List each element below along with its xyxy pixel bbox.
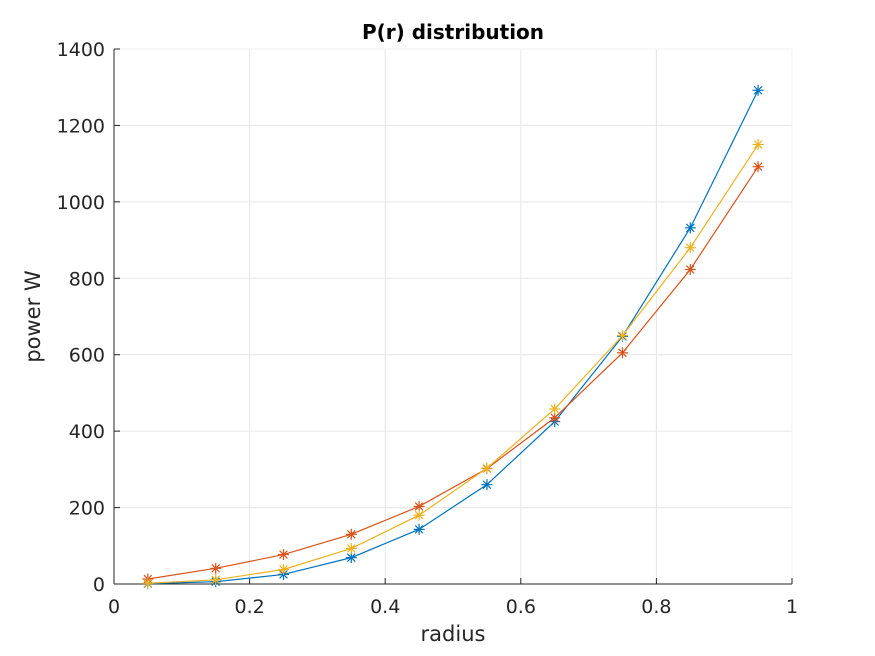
x-axis-label: radius <box>421 622 486 646</box>
series-2-point <box>752 161 764 173</box>
series-3-point <box>549 403 561 415</box>
series-3-point <box>278 563 289 575</box>
series-3-point <box>617 330 628 342</box>
x-tick-label: 0.4 <box>370 596 400 618</box>
series-2-point <box>210 562 222 574</box>
series-1-point <box>413 523 425 535</box>
series-layer <box>142 84 764 590</box>
x-tick-label: 0.2 <box>234 596 264 618</box>
y-tick-label: 600 <box>69 345 105 367</box>
series-3-point <box>345 542 357 554</box>
series-1-point <box>752 84 764 96</box>
series-3 <box>142 139 764 589</box>
series-2-point <box>617 347 628 359</box>
series-2-point <box>684 263 696 275</box>
y-axis-label: power W <box>21 270 45 363</box>
series-3-point <box>142 577 154 589</box>
series-1-point <box>684 222 696 234</box>
series-2-point <box>345 528 357 540</box>
y-tick-label: 1000 <box>57 192 105 214</box>
series-3-point <box>413 509 425 521</box>
series-2-point <box>278 549 289 561</box>
x-tick-label: 0 <box>108 596 120 618</box>
x-tick-label: 0.6 <box>506 596 536 618</box>
axes <box>113 48 793 585</box>
chart-title: P(r) distribution <box>362 20 544 44</box>
series-3-point <box>752 139 764 151</box>
series-3-point <box>684 242 696 254</box>
series-3-line <box>147 144 759 584</box>
y-tick-label: 0 <box>93 574 105 596</box>
x-tick-label: 0.8 <box>641 596 671 618</box>
series-2-point <box>413 500 425 512</box>
x-tick-label: 1 <box>786 596 798 618</box>
tick-labels: 0 0.2 0.4 0.6 0.8 1 0 200 400 600 800 1000 1200 1400 <box>57 39 798 618</box>
series-3-point <box>481 462 493 474</box>
y-tick-label: 1200 <box>57 115 105 137</box>
y-tick-label: 1400 <box>57 39 105 61</box>
series-1-line <box>147 90 759 585</box>
y-tick-label: 200 <box>69 498 105 520</box>
plot-area <box>114 49 792 584</box>
series-2-line <box>147 166 759 580</box>
y-tick-label: 800 <box>69 268 105 290</box>
series-1-point <box>481 479 493 491</box>
series-1-point <box>345 552 357 564</box>
series-3-point <box>210 574 222 586</box>
grid <box>114 49 792 584</box>
y-tick-label: 400 <box>69 421 105 443</box>
